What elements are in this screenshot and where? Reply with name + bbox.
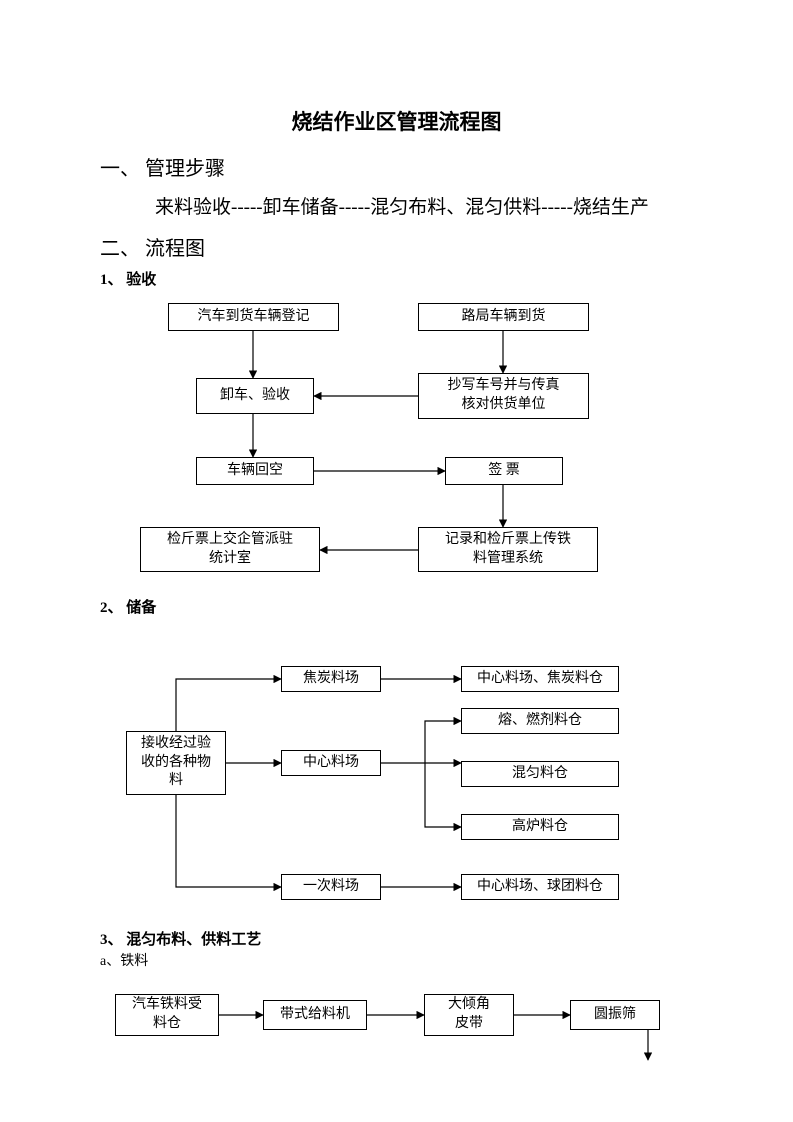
flow1-node-f: 签 票: [445, 457, 563, 485]
flow2-node-r4: 高炉料仓: [461, 814, 619, 840]
flow2-node-root: 接收经过验收的各种物料: [126, 731, 226, 795]
flow2-node-r2: 熔、燃剂料仓: [461, 708, 619, 734]
page-title: 烧结作业区管理流程图: [0, 106, 793, 136]
flow3-node-p2: 带式给料机: [263, 1000, 367, 1030]
flow1-node-g: 检斤票上交企管派驻统计室: [140, 527, 320, 572]
section-2-heading: 二、 流程图: [100, 232, 205, 261]
subsection-3-heading: 3、 混匀布料、供料工艺: [100, 928, 261, 949]
flow2-node-m3: 一次料场: [281, 874, 381, 900]
flow1-node-d: 抄写车号并与传真核对供货单位: [418, 373, 589, 419]
flow2-node-m2: 中心料场: [281, 750, 381, 776]
flow2-node-r3: 混匀料仓: [461, 761, 619, 787]
flow3-node-p3: 大倾角皮带: [424, 994, 514, 1036]
subsection-2-heading: 2、 储备: [100, 596, 156, 617]
flow1-node-a: 汽车到货车辆登记: [168, 303, 339, 331]
flow3-node-p4: 圆振筛: [570, 1000, 660, 1030]
section-1-body: 来料验收-----卸车储备-----混匀布料、混匀供料-----烧结生产: [155, 192, 649, 219]
flow1-node-b: 路局车辆到货: [418, 303, 589, 331]
subsection-1-heading: 1、 验收: [100, 268, 156, 289]
subsection-3a-heading: a、铁料: [100, 950, 148, 970]
section-1-heading: 一、 管理步骤: [100, 152, 225, 181]
flow1-node-c: 卸车、验收: [196, 378, 314, 414]
flow2-node-m1: 焦炭料场: [281, 666, 381, 692]
flow2-node-r1: 中心料场、焦炭料仓: [461, 666, 619, 692]
flow2-node-r5: 中心料场、球团料仓: [461, 874, 619, 900]
flow3-node-p1: 汽车铁料受料仓: [115, 994, 219, 1036]
flow1-node-h: 记录和检斤票上传铁料管理系统: [418, 527, 598, 572]
flow1-node-e: 车辆回空: [196, 457, 314, 485]
